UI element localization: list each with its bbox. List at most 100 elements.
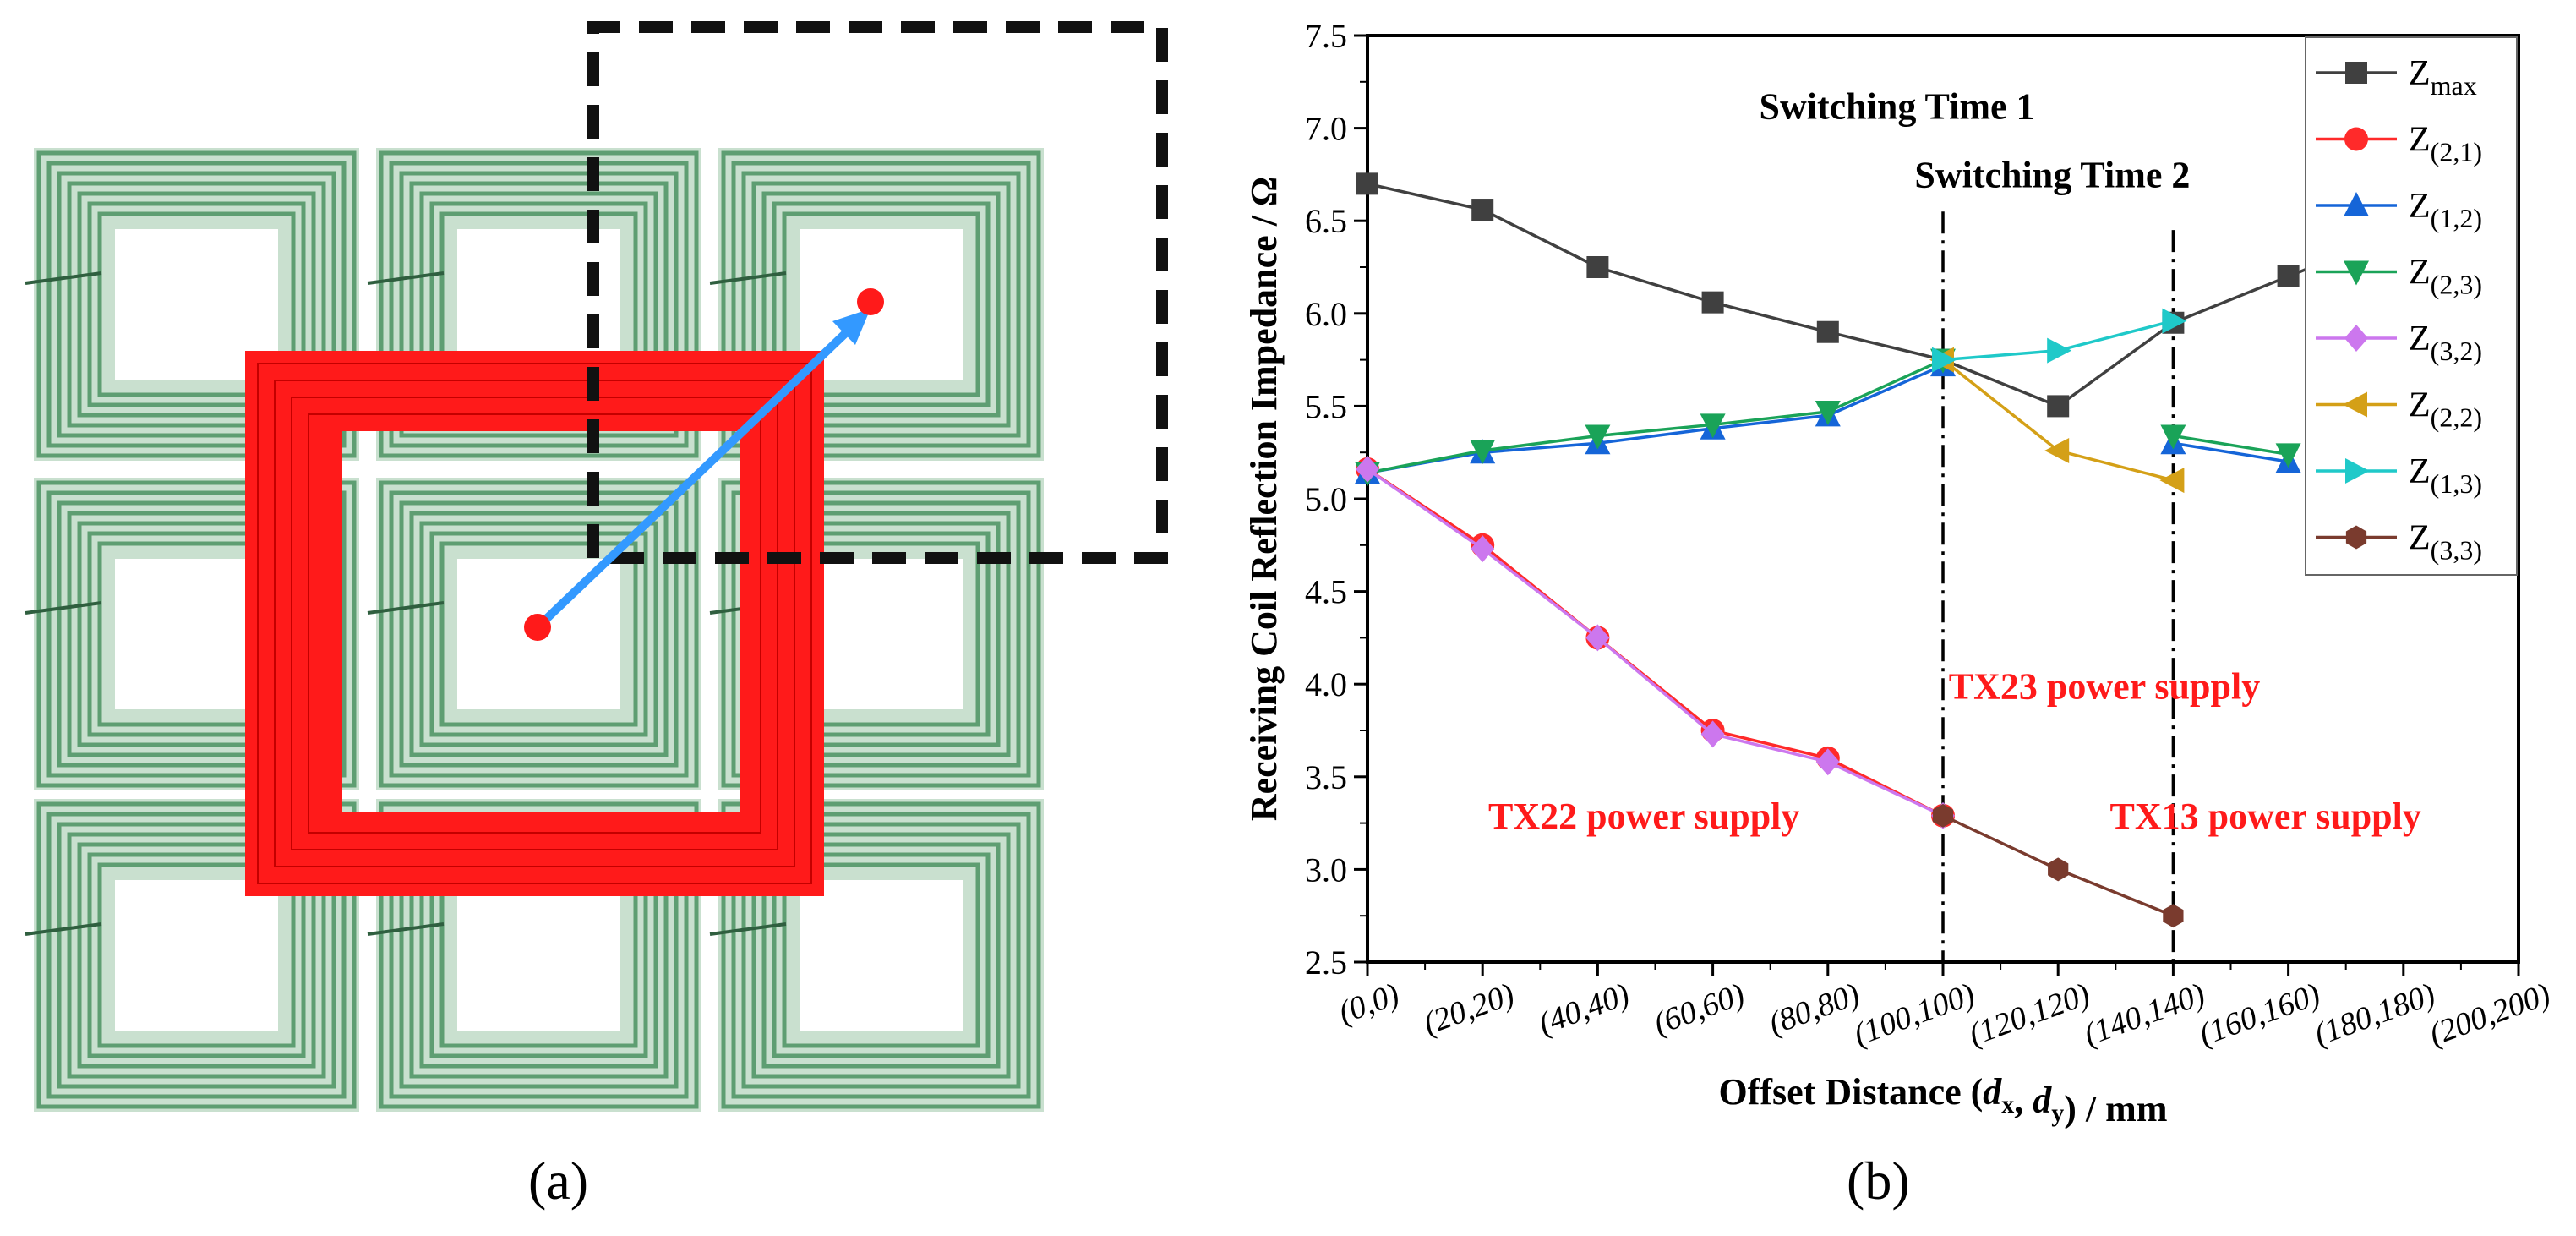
legend-item: Z(3,2) [2316, 320, 2482, 366]
power-supply-label-1: TX23 power supply [1949, 666, 2260, 708]
data-point [1816, 320, 1839, 343]
rx-coil-turn [274, 380, 795, 867]
legend-item: Z(2,3) [2316, 254, 2482, 300]
rx-coil-turn [291, 397, 778, 850]
y-tick-label: 7.5 [1305, 17, 1347, 55]
tx-coil-center [800, 880, 963, 1031]
tx-coil-turn [741, 171, 1021, 438]
tx-coil-turn [409, 511, 669, 757]
data-point [2275, 443, 2301, 468]
data-point [1815, 400, 1841, 425]
tx-coil-9 [709, 799, 1044, 1112]
legend-label: Z(1,2) [2409, 187, 2482, 233]
tx-coil-turn [57, 171, 336, 438]
tx-coil-turn [67, 181, 326, 428]
data-point [2159, 468, 2185, 494]
y-axis-title: Receiving Coil Reflection Impedance / Ω [1243, 177, 1285, 821]
data-point [1585, 624, 1610, 652]
x-tick-label: (0,0) [1334, 976, 1404, 1031]
legend-box [2305, 36, 2518, 576]
legend-item: Z(2,2) [2316, 386, 2482, 433]
x-tick-label: (200,200) [2425, 976, 2555, 1053]
tx-coil-center [800, 559, 963, 709]
data-point [1700, 413, 1726, 439]
series-line [1367, 182, 2404, 408]
impedance-chart: 2.5 3.0 3.5 4.0 4.5 5.0 5.5 6.0 6.5 7.0 7.5 (0,0) (2… [1243, 17, 2555, 1129]
series-(2,1) [1356, 457, 1955, 828]
tx-coil-turn [741, 822, 1021, 1089]
data-point [1471, 199, 1494, 221]
x-tick-label: (80,80) [1764, 976, 1864, 1042]
tx-coil-turn [721, 801, 1041, 1109]
series-line [1941, 358, 2174, 482]
data-point [2277, 265, 2300, 287]
data-point [2345, 525, 2367, 550]
y-tick-label: 2.5 [1305, 943, 1347, 982]
series-line [1367, 364, 1944, 475]
data-point [2344, 260, 2369, 286]
tx-coil-turn [87, 201, 306, 407]
x-tick-label: (140,140) [2079, 976, 2209, 1053]
series-line [1367, 358, 1944, 475]
tx-coil-turn [46, 161, 347, 448]
legend-label: Z(1,3) [2409, 452, 2482, 499]
data-point [1471, 535, 1495, 563]
tx-coil-turn [751, 832, 1011, 1079]
legend-item: Z(1,3) [2316, 452, 2482, 499]
tx-coil-turn [46, 812, 347, 1099]
tx-coil-turn [731, 812, 1031, 1099]
tx-coil-turn [772, 201, 991, 407]
tx-coil-turn [379, 150, 699, 458]
y-tick-label: 5.5 [1305, 387, 1347, 425]
tx-coil-turn [46, 490, 347, 778]
series-(2,3) [1355, 348, 1956, 487]
tx-coil-center [457, 880, 620, 1031]
data-point [2344, 127, 2368, 151]
tx-coil-turn [97, 211, 296, 397]
data-point [1932, 803, 1954, 828]
series-(1,3) [1932, 308, 2187, 373]
data-point [2160, 424, 2186, 450]
legend-item: Z(2,1) [2316, 121, 2482, 167]
tx-coil-turn [67, 832, 326, 1079]
x-axis-title: Offset Distance (dx, dy) / mm [1719, 1071, 2168, 1129]
x-tick-label: (180,180) [2310, 976, 2440, 1053]
power-supply-label-3: TX13 power supply [2109, 796, 2420, 837]
series-continued-9 [2160, 424, 2301, 468]
data-point [2044, 438, 2070, 464]
y-tick-label: 4.5 [1305, 573, 1347, 611]
impedance-chart-panel: 2.5 3.0 3.5 4.0 4.5 5.0 5.5 6.0 6.5 7.0 7.5 (0,0) (2… [1225, 0, 2576, 1236]
tx-coil-lead [709, 922, 787, 936]
tx-coil-turn [731, 490, 1031, 778]
legend-item: Z(3,3) [2316, 519, 2482, 566]
series-line [2173, 441, 2289, 463]
offset-arrow-shaft [534, 322, 857, 631]
coil-array-illustration [25, 21, 1168, 1112]
data-point [1470, 440, 1496, 465]
tx-coil-1 [25, 148, 359, 461]
tx-coil-lead [25, 601, 102, 615]
data-point [2343, 391, 2367, 418]
tx-coil-turn [761, 842, 1001, 1069]
tx-coil-lead [709, 271, 787, 285]
tx-coil-lead [25, 271, 102, 285]
panel-a-caption: (a) [528, 1151, 589, 1211]
tx-coil-turn [772, 852, 991, 1058]
x-tick-label: (120,120) [1964, 976, 2094, 1053]
data-point [2345, 458, 2370, 484]
legend-label: Z(3,3) [2409, 519, 2482, 566]
tx-coil-turn [77, 842, 316, 1069]
rx-coil-turn [257, 363, 812, 884]
tx-coil-turn [782, 862, 980, 1048]
tx-coil-lead [367, 601, 445, 615]
legend-item: Zmax [2316, 54, 2477, 101]
tx-coil-turn [389, 490, 689, 778]
switching-label-2: Switching Time 2 [1914, 155, 2190, 196]
end-point-dot [857, 288, 884, 315]
tx-coil-turn [97, 862, 296, 1048]
data-point [2163, 904, 2184, 928]
tx-coil-turn [429, 531, 648, 737]
data-point [2344, 325, 2368, 352]
y-tick-label: 6.5 [1305, 202, 1347, 240]
data-point [1585, 424, 1611, 450]
